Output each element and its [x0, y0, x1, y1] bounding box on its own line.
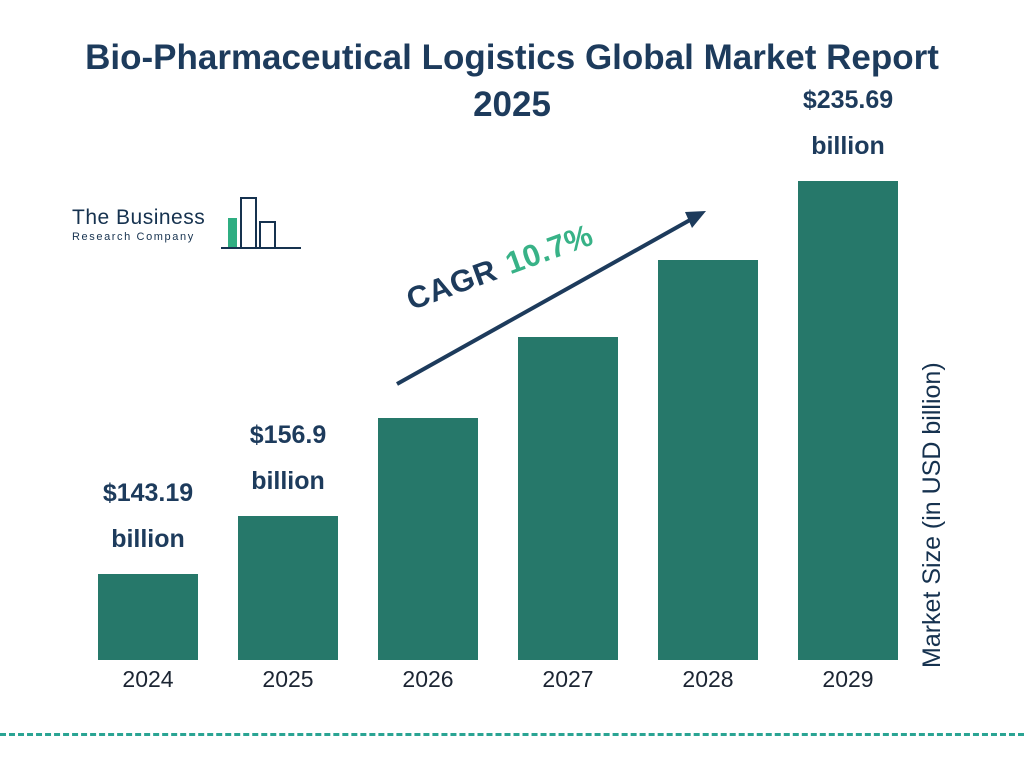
page-title: Bio-Pharmaceutical Logistics Global Mark… [85, 38, 939, 125]
bar-2029 [798, 181, 898, 660]
company-logo: The Business Research Company [72, 196, 303, 265]
value-label-2025: $156.9 billion [249, 420, 327, 495]
bar-2025 [238, 516, 338, 660]
bar-2026 [378, 418, 478, 660]
value-label-2024: $143.19 billion [102, 478, 194, 553]
value-label-2029: $235.69 billion [802, 85, 894, 160]
bottom-dashed-divider [0, 733, 1024, 736]
x-tick-2027: 2027 [542, 666, 594, 692]
logo-subname: Research Company [72, 231, 195, 243]
bar-2024 [98, 574, 198, 660]
x-tick-2028: 2028 [682, 666, 734, 692]
bar-2027 [518, 337, 618, 660]
bar-2028 [658, 260, 758, 660]
x-tick-2026: 2026 [402, 666, 454, 692]
logo-barchart-icon [211, 196, 303, 265]
x-tick-2029: 2029 [822, 666, 874, 692]
x-tick-2025: 2025 [262, 666, 314, 692]
y-axis-label: Market Size (in USD billion) [918, 362, 946, 668]
x-tick-2024: 2024 [122, 666, 174, 692]
logo-name: The Business [72, 206, 206, 229]
logo-text: The Business Research Company [72, 196, 205, 243]
